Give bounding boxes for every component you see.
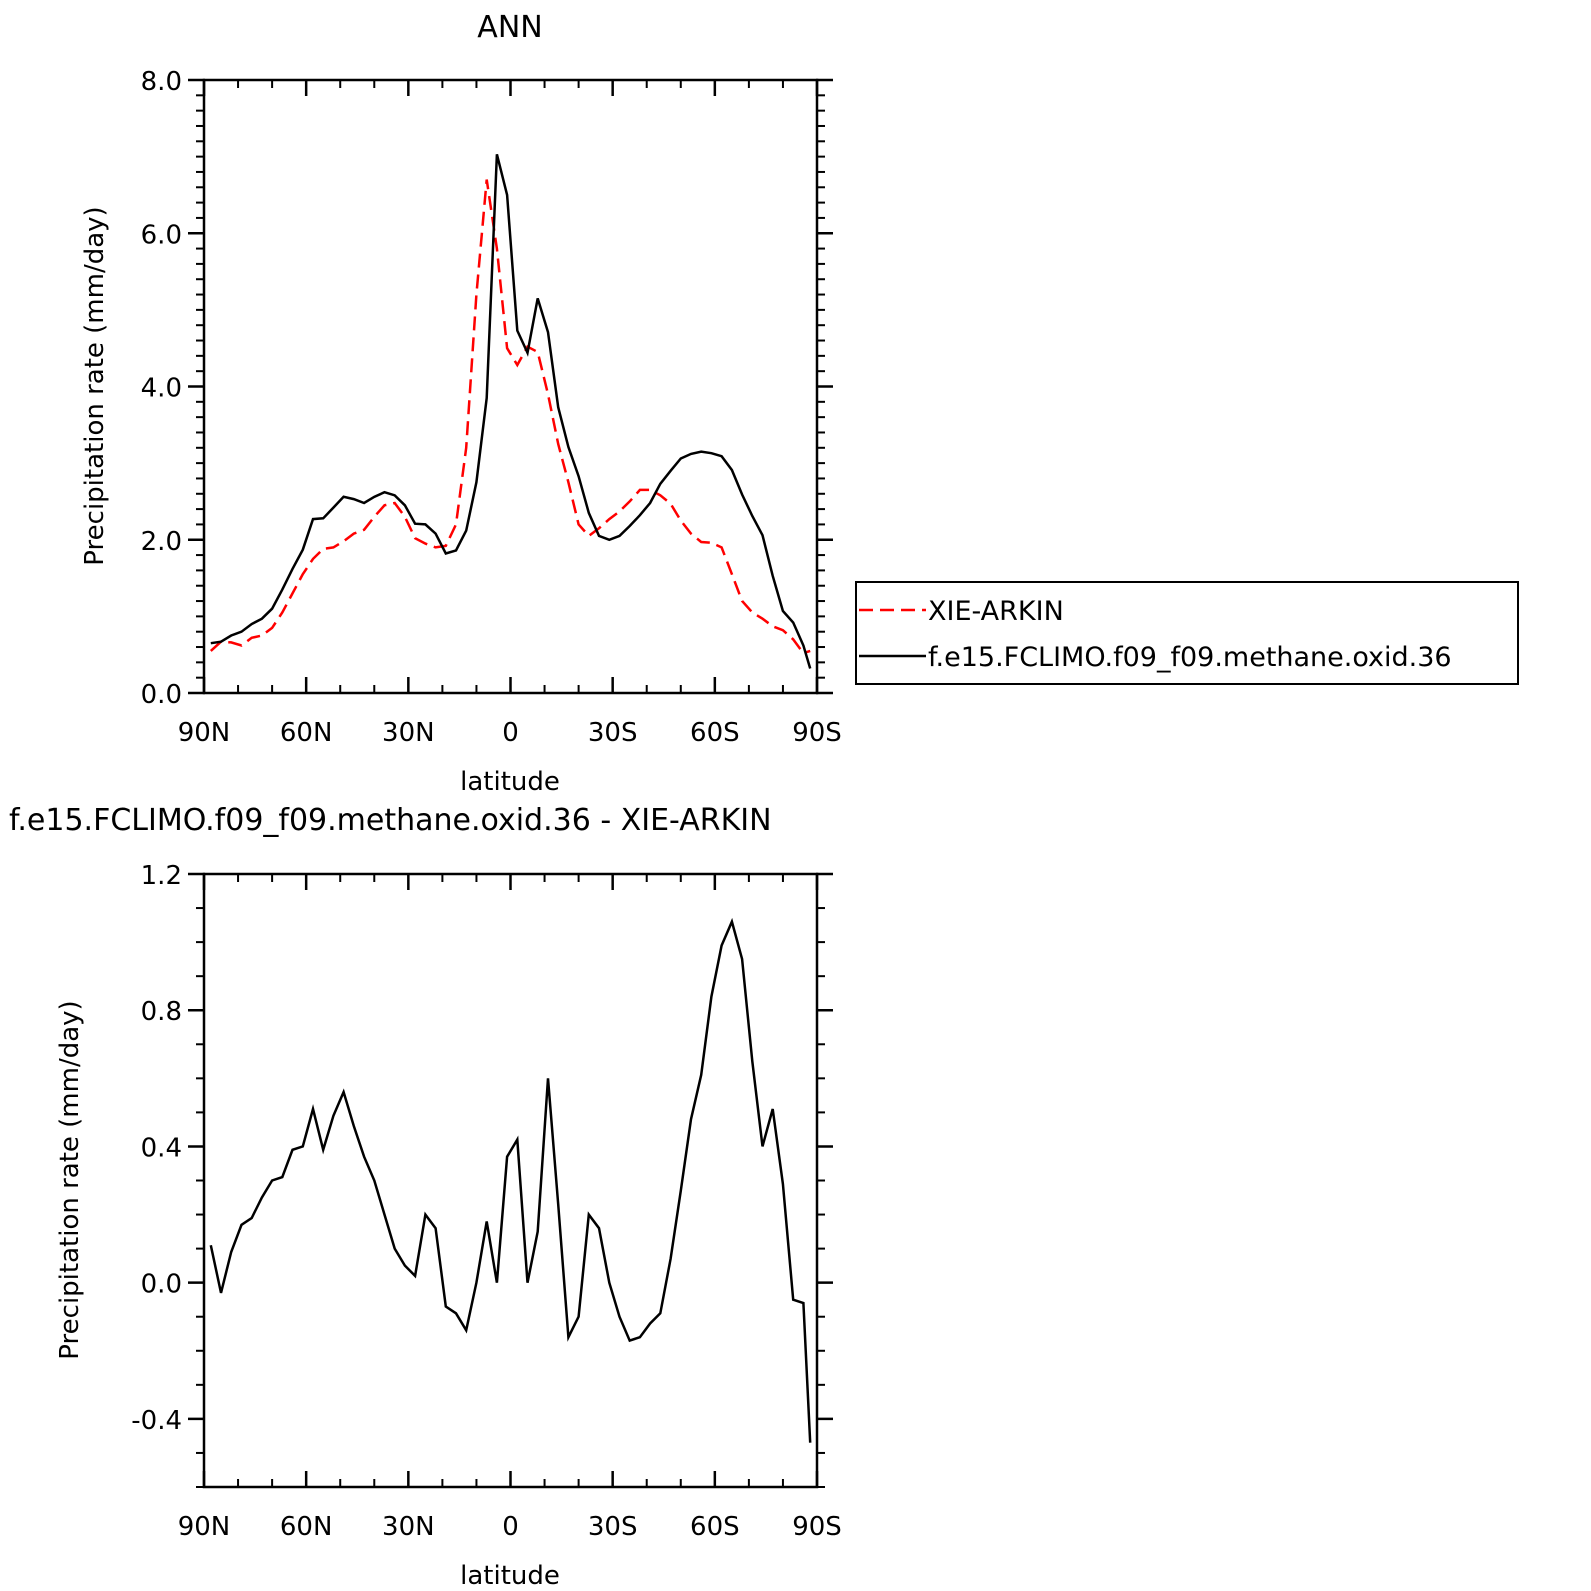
x-tick-label: 30S bbox=[588, 718, 638, 748]
y-tick-label: 0.8 bbox=[141, 997, 182, 1027]
series-line-xie-arkin bbox=[209, 179, 811, 655]
x-tick-label: 30S bbox=[588, 1512, 638, 1542]
x-tick-label: 30N bbox=[382, 1512, 435, 1542]
y-tick-label: 2.0 bbox=[141, 527, 182, 557]
x-tick-label: 90S bbox=[792, 718, 842, 748]
x-tick-label: 90N bbox=[178, 718, 231, 748]
y-tick-label: 1.2 bbox=[141, 861, 182, 891]
x-tick-label: 60N bbox=[280, 1512, 333, 1542]
legend-label-model: f.e15.FCLIMO.f09_f09.methane.oxid.36 bbox=[928, 642, 1452, 673]
y-tick-label: 0.0 bbox=[141, 1270, 182, 1300]
legend-label-xie-arkin: XIE-ARKIN bbox=[928, 596, 1064, 627]
x-axis-label-bottom: latitude bbox=[460, 1561, 560, 1591]
y-tick-label: 6.0 bbox=[141, 220, 182, 250]
x-tick-label: 60S bbox=[690, 1512, 740, 1542]
x-tick-label: 90S bbox=[792, 1512, 842, 1542]
panel-bottom-title: f.e15.FCLIMO.f09_f09.methane.oxid.36 - X… bbox=[9, 803, 772, 838]
y-axis-label-top: Precipitation rate (mm/day) bbox=[80, 206, 110, 565]
legend-box bbox=[855, 581, 1519, 685]
y-tick-label: 4.0 bbox=[141, 374, 182, 404]
y-tick-label: 0.4 bbox=[141, 1133, 182, 1163]
y-tick-label: 8.0 bbox=[141, 67, 182, 97]
legend: XIE-ARKIN f.e15.FCLIMO.f09_f09.methane.o… bbox=[855, 581, 1519, 685]
x-tick-label: 0 bbox=[502, 1512, 519, 1542]
x-tick-label: 60S bbox=[690, 718, 740, 748]
series-line-model bbox=[210, 153, 812, 669]
x-tick-label: 90N bbox=[178, 1512, 231, 1542]
series-line-difference bbox=[209, 917, 812, 1443]
panel-top-annual-mean: ANN 0.0 2.0 4.0 6.0 8.0 90N 60N 30N 0 30S 60S 90S l… bbox=[80, 10, 1519, 797]
x-tick-label: 0 bbox=[502, 718, 519, 748]
panel-bottom-difference: f.e15.FCLIMO.f09_f09.methane.oxid.36 - X… bbox=[9, 803, 842, 1591]
x-axis-label-top: latitude bbox=[460, 767, 560, 797]
y-tick-label: 0.0 bbox=[141, 680, 182, 710]
y-axis-label-bottom: Precipitation rate (mm/day) bbox=[55, 1000, 85, 1359]
panel-top-title: ANN bbox=[477, 10, 542, 45]
y-tick-label: -0.4 bbox=[131, 1406, 182, 1436]
x-tick-label: 60N bbox=[280, 718, 333, 748]
x-tick-label: 30N bbox=[382, 718, 435, 748]
